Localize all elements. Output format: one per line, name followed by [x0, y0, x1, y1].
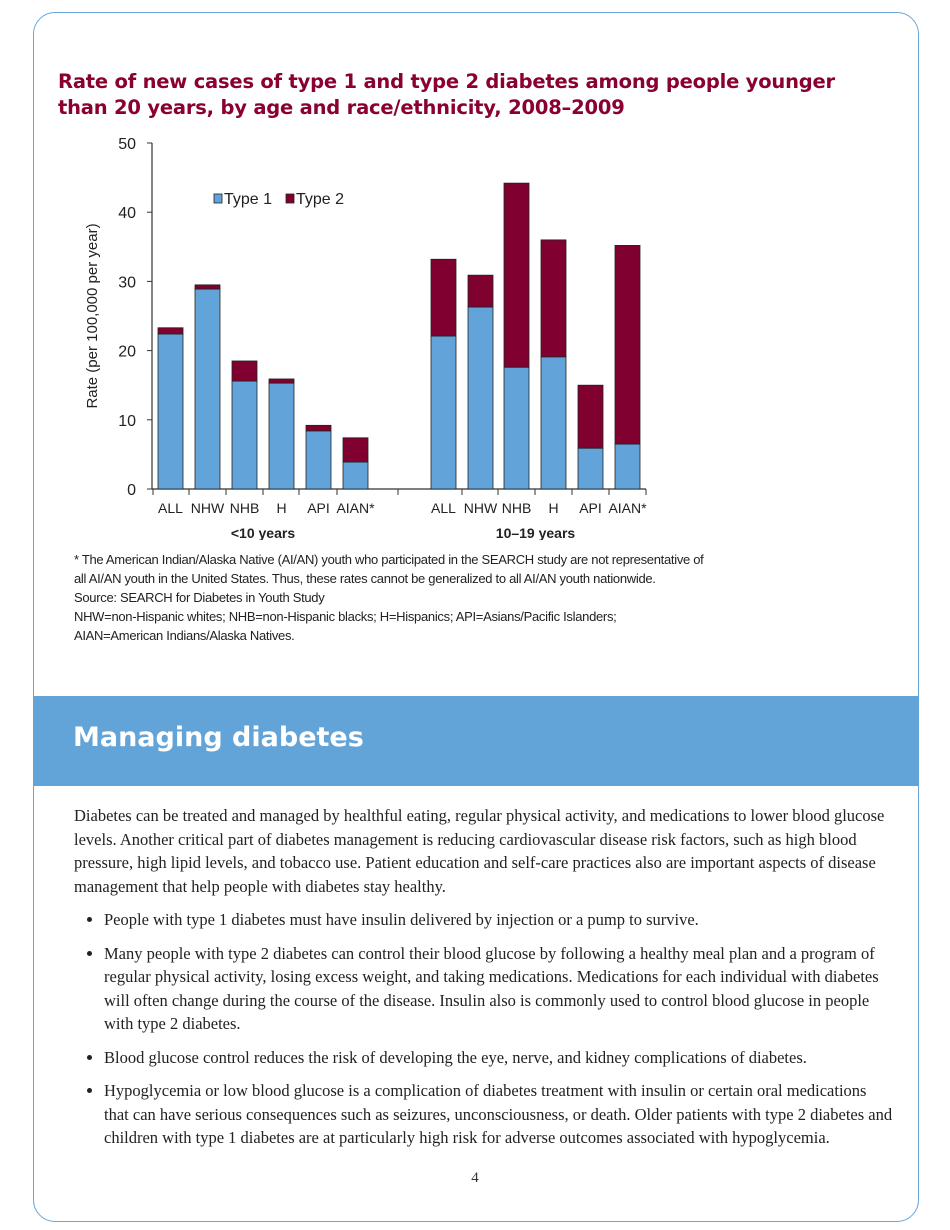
bar-type-1 — [231, 380, 258, 490]
bar-type-1 — [430, 335, 457, 490]
x-tick-label: API — [307, 500, 330, 516]
stacked-bar-chart: 0 10 20 30 40 50 Rate (per 100,000 per year) AL… — [84, 136, 647, 540]
x-tick-label: AIAN* — [336, 500, 375, 516]
bar-type-1 — [577, 447, 604, 490]
chart-title: Rate of new cases of type 1 and type 2 d… — [58, 70, 835, 119]
bar-type-1 — [342, 461, 369, 490]
section-header-band: Managing diabetes — [33, 696, 919, 786]
y-tick-label: 0 — [127, 482, 136, 499]
bullet-list: People with type 1 diabetes must have in… — [74, 908, 894, 1150]
bar-type-2 — [503, 182, 530, 368]
y-tick-label: 50 — [118, 136, 136, 153]
y-axis-label: Rate (per 100,000 per year) — [84, 223, 101, 408]
bullet-item: Blood glucose control reduces the risk o… — [104, 1046, 894, 1070]
group-label: 10–19 years — [496, 525, 576, 540]
bullet-item: Hypoglycemia or low blood glucose is a c… — [104, 1079, 894, 1150]
legend-label: Type 2 — [296, 191, 344, 208]
bar-type-1 — [268, 382, 295, 490]
group-label: <10 years — [231, 525, 295, 540]
bar-type-2 — [194, 284, 221, 290]
bullet-item: Many people with type 2 diabetes can con… — [104, 942, 894, 1036]
section-heading: Managing diabetes — [73, 722, 364, 753]
bar-type-1 — [614, 443, 641, 490]
note-line: all AI/AN youth in the United States. Th… — [74, 571, 656, 586]
y-tick-label: 30 — [118, 274, 136, 291]
x-tick-label: NHB — [230, 500, 260, 516]
note-line: NHW=non-Hispanic whites; NHB=non-Hispani… — [74, 609, 617, 624]
bar-type-2 — [305, 424, 332, 432]
x-tick-label: H — [548, 500, 558, 516]
bar-type-1 — [540, 356, 567, 490]
section-body: Diabetes can be treated and managed by h… — [74, 804, 894, 1160]
x-tick-label: NHW — [464, 500, 498, 516]
bar-type-2 — [268, 378, 295, 384]
bar-type-2 — [342, 437, 369, 463]
bar-type-2 — [467, 274, 494, 308]
y-tick-label: 10 — [118, 413, 136, 430]
bar-type-2 — [614, 245, 641, 445]
legend-swatch — [285, 193, 295, 204]
bar-type-2 — [577, 384, 604, 449]
page-number: 4 — [471, 1170, 479, 1186]
note-line: AIAN=American Indians/Alaska Natives. — [74, 628, 295, 643]
bar-type-2 — [157, 327, 184, 335]
bar-type-2 — [430, 258, 457, 337]
bar-type-2 — [540, 239, 567, 358]
bar-type-1 — [305, 430, 332, 490]
bar-type-1 — [157, 333, 184, 490]
y-tick-label: 20 — [118, 344, 136, 361]
x-tick-label: API — [579, 500, 602, 516]
bar-type-1 — [503, 366, 530, 490]
y-tick-label: 40 — [118, 205, 136, 222]
x-tick-label: NHB — [502, 500, 532, 516]
x-tick-label: ALL — [431, 500, 456, 516]
x-tick-label: ALL — [158, 500, 183, 516]
chart-notes: * The American Indian/Alaska Native (AI/… — [74, 550, 704, 645]
bullet-item: People with type 1 diabetes must have in… — [104, 908, 894, 932]
x-tick-label: H — [276, 500, 286, 516]
intro-paragraph: Diabetes can be treated and managed by h… — [74, 806, 885, 896]
bar-type-1 — [467, 306, 494, 490]
x-tick-label: AIAN* — [608, 500, 647, 516]
page-frame — [33, 12, 919, 1222]
bar-type-2 — [231, 360, 258, 382]
bar-type-1 — [194, 288, 221, 490]
source-line: Source: SEARCH for Diabetes in Youth Stu… — [74, 590, 325, 605]
x-tick-label: NHW — [191, 500, 225, 516]
note-line: * The American Indian/Alaska Native (AI/… — [74, 552, 704, 567]
legend-swatch — [213, 193, 223, 204]
legend-label: Type 1 — [224, 191, 272, 208]
